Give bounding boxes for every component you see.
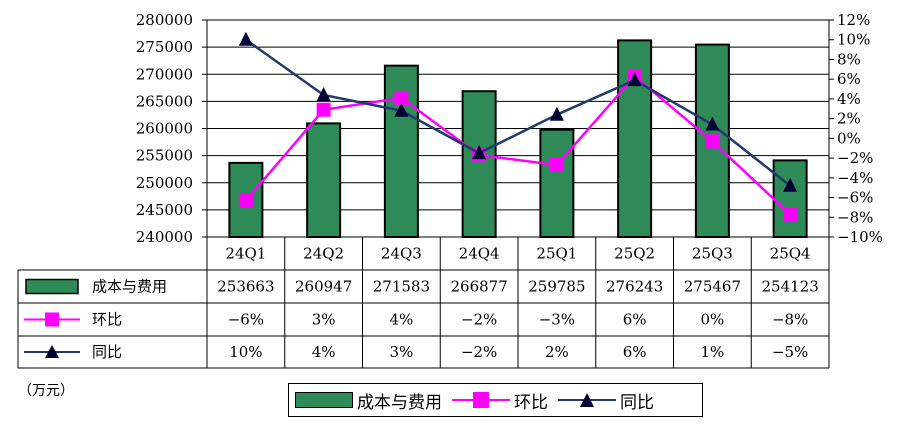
data-cell: 6% <box>623 343 647 361</box>
category-label: 24Q1 <box>225 245 266 263</box>
data-cell: −2% <box>461 343 497 361</box>
legend-label: 环比 <box>514 392 548 413</box>
bar <box>539 128 575 239</box>
left-tick-label: 270000 <box>136 65 193 83</box>
legend: 成本与费用 环比 同比 <box>288 383 703 417</box>
right-tick-label: 4% <box>837 90 861 108</box>
data-cell: 2% <box>545 343 569 361</box>
data-cell: 0% <box>700 311 724 329</box>
bar-series <box>228 39 808 239</box>
legend-square-line-swatch <box>452 391 510 409</box>
bar <box>772 159 808 238</box>
right-tick-label: −8% <box>837 208 873 226</box>
series-line <box>244 74 791 216</box>
right-tick-label: −2% <box>837 149 873 167</box>
category-label: 25Q3 <box>692 245 733 263</box>
left-tick-label: 245000 <box>136 201 193 219</box>
left-tick-label: 275000 <box>136 38 193 56</box>
point-marker <box>238 193 253 208</box>
row-series-name: 同比 <box>92 343 122 361</box>
data-cell: 276243 <box>606 278 663 296</box>
data-cell: 275467 <box>684 278 741 296</box>
category-label: 24Q4 <box>459 245 500 263</box>
point-marker <box>316 102 331 117</box>
data-cell: 3% <box>312 311 336 329</box>
data-cell: 253663 <box>217 278 274 296</box>
axes: 280000 275000 270000 265000 260000 255000 2500… <box>136 11 883 246</box>
point-marker <box>705 134 720 149</box>
data-cell: 254123 <box>761 278 818 296</box>
point-marker <box>472 145 487 160</box>
point-marker <box>783 177 798 192</box>
row-legend-marker <box>45 345 59 358</box>
point-marker <box>705 116 720 131</box>
point-marker <box>549 106 564 121</box>
right-tick-label: 8% <box>837 50 861 68</box>
data-cell: 10% <box>229 343 262 361</box>
data-cell: 1% <box>700 343 724 361</box>
data-cell: 259785 <box>528 278 585 296</box>
category-label: 24Q3 <box>381 245 422 263</box>
legend-triangle-line-swatch <box>558 391 616 409</box>
category-label: 25Q4 <box>770 245 811 263</box>
line-series <box>238 31 798 222</box>
data-cell: −2% <box>461 311 497 329</box>
point-marker <box>627 72 642 87</box>
data-table: 24Q1 24Q2 24Q3 24Q4 25Q1 25Q2 25Q3 25Q4 成本与费用 253… <box>17 236 830 369</box>
left-tick-label: 255000 <box>136 147 193 165</box>
data-cell: 4% <box>312 343 336 361</box>
legend-bar-swatch <box>295 392 353 408</box>
legend-item-cost: 成本与费用 <box>295 388 446 413</box>
data-cell: 6% <box>623 311 647 329</box>
right-tick-label: 12% <box>837 11 870 29</box>
gridlines <box>207 46 829 211</box>
point-marker <box>394 90 409 105</box>
row-series-name: 环比 <box>92 311 122 329</box>
bar <box>306 122 342 238</box>
data-cell: 4% <box>389 311 413 329</box>
point-marker <box>394 102 409 117</box>
data-cell: −5% <box>772 343 808 361</box>
unit-label: （万元） <box>18 383 74 399</box>
left-tick-label: 260000 <box>136 120 193 138</box>
left-tick-label: 265000 <box>136 92 193 110</box>
point-marker <box>238 31 253 46</box>
right-tick-label: −10% <box>837 228 883 246</box>
right-tick-label: 6% <box>837 70 861 88</box>
data-cell: 3% <box>389 343 413 361</box>
data-cell: −6% <box>228 311 264 329</box>
right-tick-label: −4% <box>837 169 873 187</box>
point-marker <box>316 86 331 101</box>
row-legend-marker <box>45 312 59 327</box>
data-cell: 260947 <box>295 278 352 296</box>
data-cell: 271583 <box>373 278 430 296</box>
category-label: 25Q2 <box>614 245 655 263</box>
right-tick-label: −6% <box>837 189 873 207</box>
legend-item-yoy: 同比 <box>558 388 658 413</box>
row-legend-bar <box>25 278 79 295</box>
left-tick-label: 240000 <box>136 228 193 246</box>
legend-label: 成本与费用 <box>357 392 442 413</box>
left-tick-label: 250000 <box>136 174 193 192</box>
category-label: 25Q1 <box>536 245 577 263</box>
data-cell: 266877 <box>450 278 507 296</box>
data-cell: −3% <box>539 311 575 329</box>
bar <box>461 90 497 238</box>
row-series-name: 成本与费用 <box>92 278 167 296</box>
point-marker <box>783 207 798 222</box>
right-tick-label: 10% <box>837 31 870 49</box>
right-tick-label: 2% <box>837 110 861 128</box>
category-label: 24Q2 <box>303 245 344 263</box>
series-line <box>245 38 791 187</box>
left-tick-label: 280000 <box>136 11 193 29</box>
legend-item-qoq: 环比 <box>452 388 552 413</box>
data-cell: −8% <box>772 311 808 329</box>
right-tick-label: 0% <box>837 129 861 147</box>
point-marker <box>549 157 564 172</box>
legend-label: 同比 <box>620 392 654 413</box>
